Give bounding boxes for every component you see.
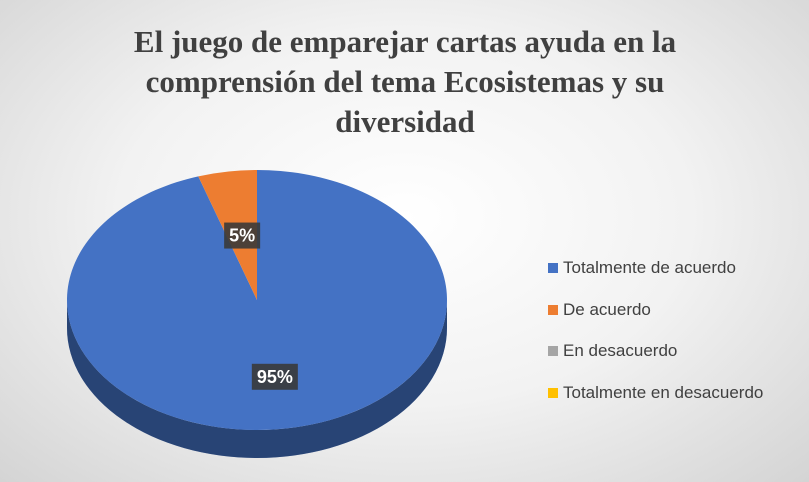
data-label-bg [251,363,298,390]
legend-label: De acuerdo [563,299,651,319]
data-label-text: 95% [257,367,293,387]
legend-item: Totalmente de acuerdo [548,258,763,300]
legend-label: En desacuerdo [563,341,678,360]
legend-item: De acuerdo [548,300,763,342]
chart-title: El juego de emparejar cartas ayuda en la… [133,24,677,139]
legend-label: Totalmente de acuerdo [563,258,736,277]
legend-label: Totalmente en desacuerdo [563,382,764,402]
data-label: 5% [224,222,261,249]
legend: Totalmente de acuerdo De acuerdo En desacu… [548,258,763,424]
legend-swatch [548,304,558,315]
data-label-bg [224,222,261,249]
data-label: 95% [251,363,298,390]
legend-swatch [548,346,558,356]
slice-side [67,300,447,458]
slice-side-shade [67,300,447,458]
legend-item: Totalmente en desacuerdo [548,383,763,425]
data-label-text: 5% [229,226,255,246]
legend-swatch [548,387,558,398]
legend-item: En desacuerdo [548,341,763,383]
slice [67,170,448,430]
legend-swatch [548,263,558,273]
